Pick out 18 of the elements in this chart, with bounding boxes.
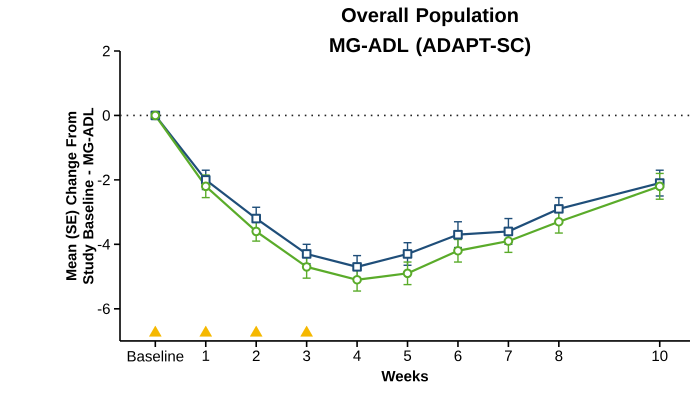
x-tick-label: Baseline xyxy=(128,350,184,362)
x-tick-label: 10 xyxy=(652,350,668,362)
y-axis-title: Mean (SE) Change From Study Baseline - MG-ADL xyxy=(66,108,96,284)
chart-title: Overall Population MG-ADL (ADAPT-SC) xyxy=(330,8,530,56)
y-tick-label: 2 xyxy=(102,46,110,56)
y-tick-label: 0 xyxy=(102,110,110,121)
x-tick-label: 4 xyxy=(353,350,361,361)
x-tick-label: 3 xyxy=(303,350,310,362)
y-tick-label: -6 xyxy=(98,303,110,314)
x-tick-label: 5 xyxy=(404,350,412,361)
x-axis-title: Weeks xyxy=(381,370,428,382)
x-tick-label: 2 xyxy=(252,350,260,361)
x-tick-label: 7 xyxy=(505,350,512,361)
y-tick-label: -2 xyxy=(98,174,110,186)
y-tick-label: -4 xyxy=(98,239,110,250)
x-tick-label: 8 xyxy=(555,350,562,362)
x-tick-label: 6 xyxy=(454,350,462,362)
x-tick-label: 1 xyxy=(202,350,210,361)
